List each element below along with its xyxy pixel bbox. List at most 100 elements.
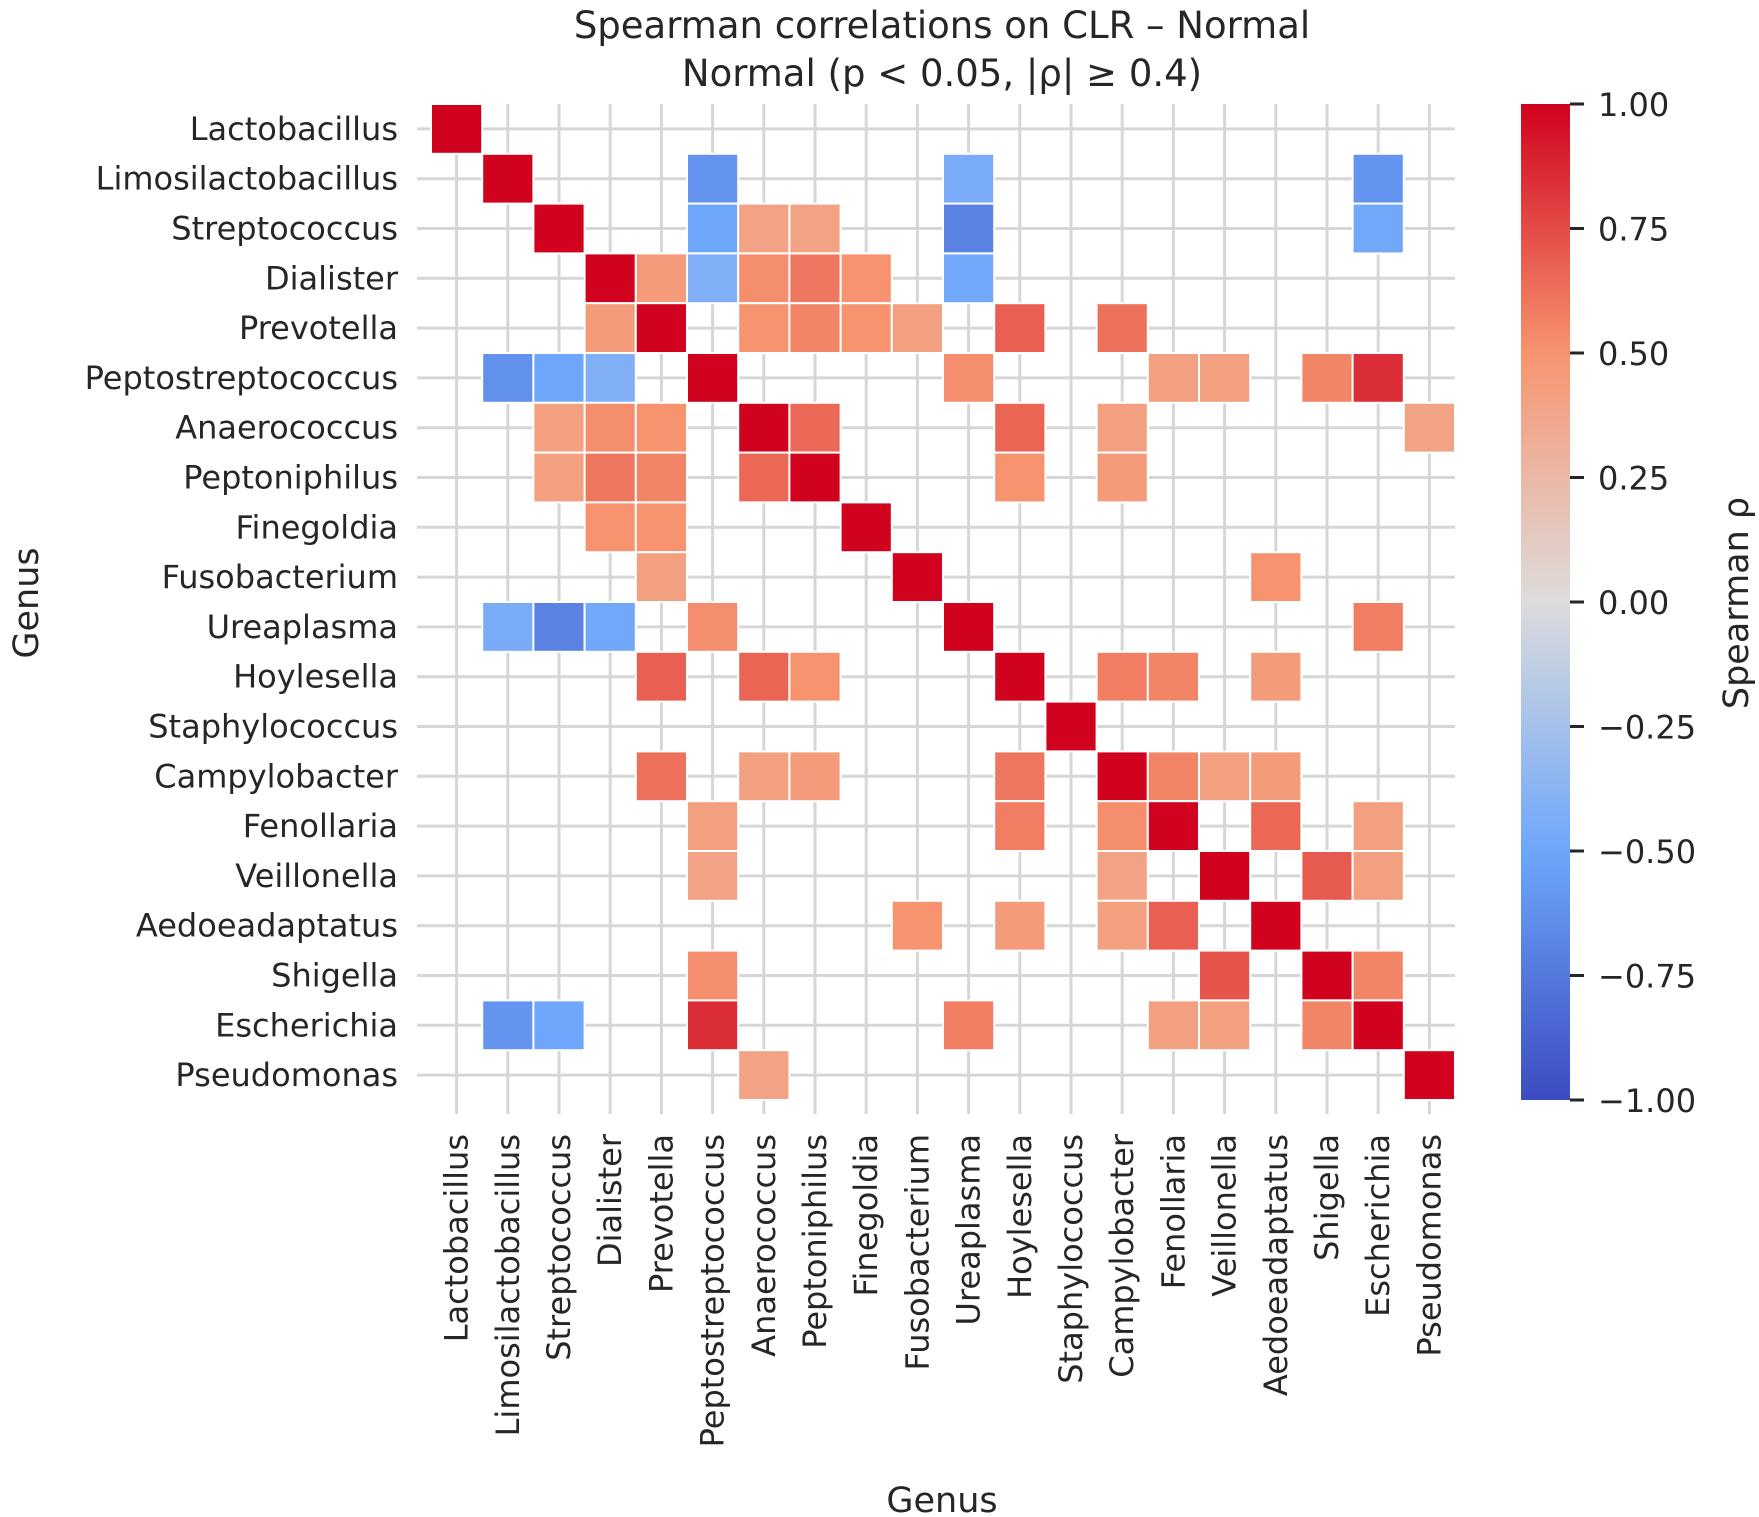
colorbar-tick-label: −1.00 (1598, 1082, 1696, 1120)
y-tick-label: Staphylococcus (148, 708, 398, 746)
x-axis-label: Genus (886, 1481, 997, 1517)
y-tick-label: Hoylesella (233, 658, 398, 696)
y-tick-label: Shigella (271, 957, 398, 995)
heatmap-cell (1095, 401, 1149, 454)
y-tick-label: Campylobacter (154, 757, 399, 795)
x-tick-label: Staphylococcus (1052, 1134, 1090, 1384)
heatmap-cell (1146, 899, 1201, 952)
heatmap-cell (1095, 750, 1149, 803)
heatmap-cell (583, 352, 637, 404)
heatmap-cell (788, 302, 842, 355)
heatmap-cell (686, 949, 740, 1002)
heatmap-cell (1198, 352, 1252, 404)
heatmap-cell (583, 302, 637, 355)
y-axis-label: Genus (7, 547, 47, 658)
heatmap-cell (1146, 650, 1201, 703)
heatmap-cell (1095, 302, 1149, 355)
heatmap-cell (634, 252, 688, 305)
heatmap-cell (634, 551, 688, 604)
heatmap-cell (583, 501, 637, 554)
heatmap-cell (788, 401, 842, 454)
y-tick-label: Limosilactobacillus (96, 160, 398, 198)
heatmap-cell (686, 800, 740, 853)
y-tick-label: Fusobacterium (162, 558, 398, 596)
heatmap-cell (993, 650, 1047, 703)
heatmap-cell (1351, 152, 1405, 205)
chart-subtitle: Normal (p < 0.05, |ρ| ≥ 0.4) (682, 52, 1202, 95)
heatmap-cell (1300, 850, 1354, 902)
heatmap-cell (890, 551, 944, 604)
heatmap-cell (634, 501, 688, 554)
colorbar-tick-label: 0.25 (1598, 460, 1669, 498)
heatmap-cell (1198, 999, 1252, 1052)
heatmap-cell (532, 401, 586, 454)
y-tick-label: Veillonella (235, 857, 398, 895)
heatmap-cells (430, 103, 1457, 1101)
heatmap-cell (1300, 352, 1354, 404)
y-tick-label: Escherichia (215, 1006, 398, 1044)
heatmap-cell (993, 451, 1047, 504)
x-tick-label: Fenollaria (1154, 1134, 1192, 1289)
heatmap-cell (839, 501, 893, 554)
heatmap-cell (1095, 800, 1149, 853)
colorbar-tick-label: −0.50 (1598, 833, 1696, 871)
heatmap-cell (634, 451, 688, 504)
heatmap-cell (532, 352, 586, 404)
heatmap-cell (1095, 650, 1149, 703)
y-tick-label: Prevotella (239, 309, 398, 347)
heatmap-cell (583, 451, 637, 504)
heatmap-cell (481, 352, 535, 404)
heatmap-cell (1095, 899, 1149, 952)
heatmap-cell (788, 750, 842, 803)
heatmap-cell (1249, 800, 1303, 853)
y-tick-label: Fenollaria (243, 807, 398, 845)
heatmap-cell (1351, 850, 1405, 902)
heatmap-cell (737, 650, 791, 703)
heatmap-cell (890, 899, 944, 952)
heatmap-cell (993, 800, 1047, 853)
heatmap-cell (686, 152, 740, 205)
x-tick-label: Veillonella (1206, 1134, 1244, 1297)
heatmap-cell (942, 352, 996, 404)
heatmap-cell (1351, 601, 1405, 653)
heatmap-cell (1146, 352, 1201, 404)
heatmap-cell (788, 252, 842, 305)
x-tick-label: Escherichia (1359, 1134, 1397, 1317)
x-tick-label: Dialister (591, 1133, 629, 1267)
x-tick-label: Campylobacter (1103, 1133, 1141, 1378)
heatmap-cell (788, 451, 842, 504)
x-tick-label: Fusobacterium (898, 1134, 936, 1370)
heatmap-cell (583, 401, 637, 454)
heatmap-cell (737, 202, 791, 255)
colorbar-tick-label: −0.75 (1598, 958, 1696, 996)
colorbar (1521, 104, 1570, 1100)
x-tick-label: Ureaplasma (950, 1134, 988, 1325)
y-tick-label: Lactobacillus (190, 110, 398, 148)
heatmap-cell (532, 451, 586, 504)
heatmap-cell (481, 601, 535, 653)
heatmap-cell (942, 601, 996, 653)
heatmap-cell (1402, 1049, 1457, 1101)
x-tick-label: Aedoeadaptatus (1257, 1134, 1295, 1396)
heatmap-cell (737, 451, 791, 504)
heatmap-cell (686, 252, 740, 305)
heatmap-cell (788, 202, 842, 255)
heatmap-cell (942, 999, 996, 1052)
heatmap-cell (1351, 999, 1405, 1052)
heatmap-cell (634, 650, 688, 703)
heatmap-cell (686, 352, 740, 404)
heatmap-cell (1249, 750, 1303, 803)
heatmap-cell (1249, 551, 1303, 604)
heatmap-cell (942, 152, 996, 205)
heatmap-cell (1198, 850, 1252, 902)
heatmap-cell (430, 103, 484, 155)
heatmap-cell (583, 601, 637, 653)
heatmap-cell (634, 750, 688, 803)
heatmap-cell (890, 302, 944, 355)
heatmap-cell (1249, 650, 1303, 703)
colorbar-ticks: 1.00 0.75 0.50 0.25 0.00 −0.25 −0.50 −0.75 −1.00 (1570, 86, 1696, 1120)
heatmap-cell (1300, 999, 1354, 1052)
heatmap-cell (839, 302, 893, 355)
heatmap-cell (481, 152, 535, 205)
